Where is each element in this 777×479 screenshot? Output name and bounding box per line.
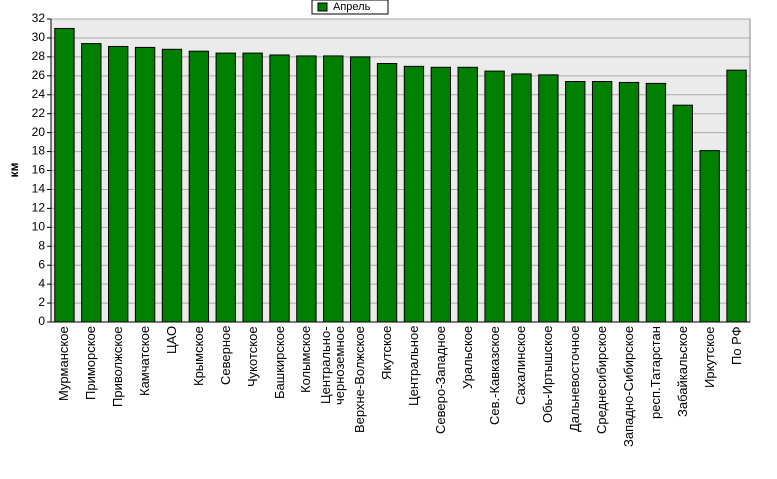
y-tick-label: 26: [32, 68, 46, 82]
y-tick-label: 22: [32, 106, 46, 120]
bar: [215, 52, 236, 323]
x-tick-label: Сахалинское: [513, 326, 529, 406]
y-tick-label: 28: [32, 49, 46, 63]
x-tick-label: ЦАО: [163, 326, 179, 355]
y-tick-label: 30: [32, 30, 46, 44]
x-tick-label: Иркутское: [701, 326, 717, 388]
x-tick-label: Крымское: [190, 326, 206, 386]
y-tick-label: 32: [32, 11, 46, 25]
bar: [430, 66, 452, 323]
bar: [538, 74, 559, 323]
bar: [403, 65, 425, 323]
bar: [188, 50, 210, 323]
bar: [699, 150, 720, 323]
y-tick-label: 20: [32, 125, 46, 139]
x-tick-label: По РФ: [728, 326, 744, 365]
x-tick-label: Якутское: [379, 326, 395, 381]
legend-swatch: [317, 2, 328, 12]
x-tick-label: Уральское: [459, 326, 475, 390]
y-tick-label: 4: [38, 276, 45, 290]
bar: [242, 52, 263, 323]
x-tick-label: Западно-Сибирское: [621, 326, 637, 448]
x-tick-label: Центрально-черноземное: [318, 326, 348, 406]
x-tick-label: Центральное: [405, 326, 421, 407]
x-tick-label: Среднесибирское: [594, 326, 610, 435]
x-tick-label: Приволжское: [110, 326, 126, 407]
bar: [457, 66, 478, 323]
bar: [161, 48, 183, 323]
bar: [349, 56, 371, 323]
bar: [591, 80, 613, 323]
x-tick-label: Верхне-Волжское: [352, 326, 368, 433]
legend-label: Апрель: [333, 1, 371, 13]
x-tick-label: Башкирское: [271, 326, 287, 400]
x-tick-label: Обь-Иртышское: [540, 326, 556, 424]
y-tick-label: 6: [38, 257, 45, 271]
x-tick-label: Забайкальское: [674, 326, 690, 418]
x-tick-label: Камчатское: [137, 326, 153, 397]
y-tick-label: 18: [32, 144, 46, 158]
y-tick-label: 0: [38, 314, 45, 328]
y-tick-label: 24: [32, 87, 46, 101]
x-tick-label: Колымское: [298, 326, 314, 394]
bar: [645, 82, 667, 323]
bar: [54, 27, 75, 323]
bar: [296, 55, 317, 323]
bar: [323, 55, 344, 323]
x-tick-label: Северо-Западное: [432, 326, 448, 434]
y-tick-label: 14: [32, 182, 46, 196]
bar: [565, 80, 586, 323]
bar: [511, 73, 532, 323]
bar: [376, 63, 398, 323]
y-axis-label: км: [7, 162, 21, 177]
x-tick-label: Мурманское: [56, 326, 72, 401]
y-tick-label: 16: [32, 163, 46, 177]
y-tick-label: 8: [38, 238, 45, 252]
bar: [672, 104, 693, 323]
bar: [134, 46, 156, 323]
x-tick-label: Дальневосточное: [567, 326, 583, 433]
bar: [618, 81, 640, 323]
bar: [269, 54, 290, 323]
x-tick-label: Северное: [217, 326, 233, 386]
x-tick-label: респ.Татарстан: [647, 326, 663, 419]
y-tick-label: 12: [32, 201, 46, 215]
bar: [484, 70, 505, 323]
legend: [311, 0, 389, 15]
bar: [726, 69, 747, 323]
x-tick-label: Чукотское: [244, 326, 260, 387]
y-tick-label: 2: [38, 295, 45, 309]
x-tick-label: Приморское: [83, 326, 99, 401]
x-tick-label: Сев.-Кавказское: [486, 326, 502, 425]
bar: [81, 43, 102, 323]
bar: [108, 45, 129, 323]
y-tick-label: 10: [32, 219, 46, 233]
